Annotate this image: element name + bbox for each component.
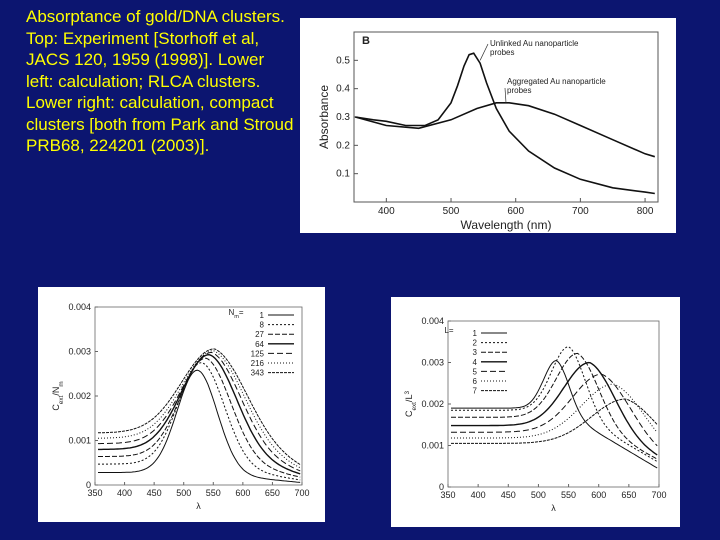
y-tick-label: 0.001 [421,441,444,451]
annotation-arrow [479,43,489,61]
y-tick-label: 0.3 [336,112,350,123]
y-tick-label: 0.002 [421,399,444,409]
x-tick-label: 550 [561,490,576,500]
x-tick-label: 500 [531,490,546,500]
series-line-7 [451,398,658,444]
x-tick-label: 350 [440,490,455,500]
y-tick-label: 0.004 [421,316,444,326]
y-tick-label: 0.001 [68,436,91,446]
y-tick-label: 0.003 [421,358,444,368]
legend-label: 4 [473,358,478,367]
legend-label: 3 [473,348,478,357]
annotation-unlinked: Unlinked Au nanoparticle [490,39,579,48]
x-tick-label: 600 [507,206,524,217]
x-tick-label: 650 [621,490,636,500]
x-tick-label: 500 [443,206,460,217]
plot-frame [353,31,659,203]
series-line-27 [98,357,301,478]
series-line-4 [451,361,658,456]
x-tick-label: 600 [235,488,250,498]
series-line-8 [98,362,301,481]
x-axis-label: λ [196,501,201,511]
figure-caption: Absorptance of gold/DNA clusters. Top: E… [26,7,294,155]
legend-label: 5 [473,367,478,376]
series-line-125 [98,351,301,472]
x-tick-label: 350 [87,488,102,498]
annotation-arrow [504,87,507,103]
x-tick-label: 700 [294,488,309,498]
x-tick-label: 700 [651,490,666,500]
y-tick-label: 0 [439,482,444,492]
x-tick-label: 500 [176,488,191,498]
legend-label: 1 [473,329,478,338]
compact-cluster-chart: 350 400 450 500 550 600 650 700 0 0.001 0.002 0.003… [391,297,680,527]
series-line-2 [355,102,656,158]
x-tick-label: 400 [471,490,486,500]
legend-label: 125 [251,349,265,358]
x-tick-label: 400 [117,488,132,498]
legend-label: 8 [260,321,265,330]
y-tick-label: 0.004 [68,302,91,312]
legend-label: 6 [473,377,478,386]
y-tick-label: 0.003 [68,347,91,357]
x-tick-label: 600 [591,490,606,500]
series-line-1 [451,359,658,469]
legend-label: 7 [473,387,478,396]
series-line-5 [451,373,658,447]
series-line-343 [98,348,301,466]
x-tick-label: 800 [637,206,654,217]
x-tick-label: 700 [572,206,589,217]
x-axis-label: Wavelength (nm) [461,218,552,232]
experiment-chart-svg: 400 500 600 700 800 0.1 0.2 0.3 0.4 0.5 B Wavelengt… [317,31,659,232]
rlca-chart-svg: 350 400 450 500 550 600 650 700 0 0.001 0.002 0.003… [51,302,310,511]
legend-label: 343 [251,369,265,378]
y-axis-label: Cext/L3 [404,391,418,417]
legend-label: 64 [255,340,264,349]
y-tick-label: 0.5 [336,55,350,66]
annotation-aggregated-line2: probes [507,86,531,95]
legend-label: 1 [260,311,265,320]
legend-label: 27 [255,330,264,339]
legend-title: L= [444,326,453,335]
legend-label: 2 [473,339,478,348]
x-tick-label: 450 [147,488,162,498]
y-tick-label: 0 [86,480,91,490]
series-line-1 [355,52,655,195]
legend-title: Nm= [228,308,243,320]
series-line-64 [98,353,301,475]
y-tick-label: 0.002 [68,391,91,401]
x-axis-label: λ [551,503,556,513]
y-tick-label: 0.2 [336,140,350,151]
series-line-1 [98,369,301,483]
rlca-cluster-chart: 350 400 450 500 550 600 650 700 0 0.001 0.002 0.003… [38,287,325,522]
series-line-216 [98,350,301,469]
annotation-aggregated: Aggregated Au nanoparticle [507,77,606,86]
experiment-absorbance-chart: 400 500 600 700 800 0.1 0.2 0.3 0.4 0.5 B Wavelengt… [300,18,676,233]
legend-label: 216 [251,359,265,368]
series-line-6 [451,383,658,439]
y-tick-label: 0.1 [336,169,350,180]
annotation-unlinked-line2: probes [490,48,514,57]
y-tick-label: 0.4 [336,84,350,95]
y-axis-label: Absorbance [317,85,331,149]
panel-label: B [362,35,370,47]
x-tick-label: 650 [265,488,280,498]
compact-chart-svg: 350 400 450 500 550 600 650 700 0 0.001 0.002 0.003… [404,316,667,513]
x-tick-label: 400 [378,206,395,217]
x-tick-label: 550 [206,488,221,498]
y-axis-label: Cext/Nm [51,381,65,410]
series-line-2 [451,346,658,462]
x-tick-label: 450 [501,490,516,500]
